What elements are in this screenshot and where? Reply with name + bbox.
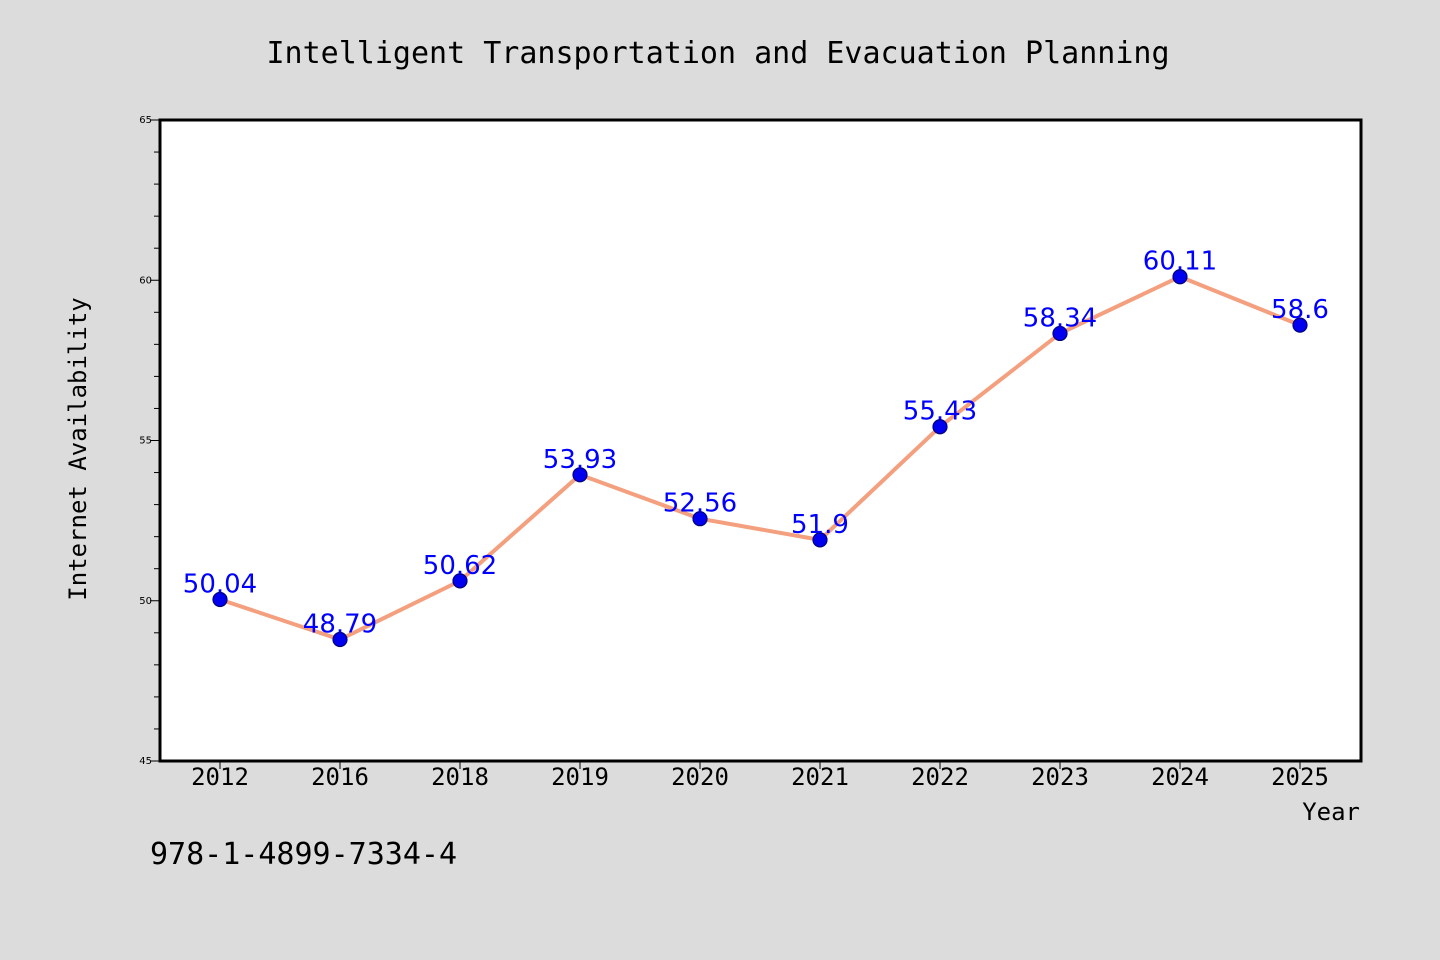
data-label: 48.79 <box>303 610 377 640</box>
data-point <box>1052 325 1068 342</box>
data-label: 53.93 <box>543 445 617 475</box>
x-tick-label: 2022 <box>911 763 969 791</box>
x-tick-label: 2021 <box>791 763 849 791</box>
y-tick-label: 60 <box>139 275 152 286</box>
x-tick-label: 2018 <box>431 763 489 791</box>
data-label: 60.11 <box>1143 247 1217 277</box>
data-point <box>212 591 228 608</box>
x-tick-label: 2019 <box>551 763 609 791</box>
x-tick-label: 2016 <box>311 763 369 791</box>
y-tick-label: 45 <box>139 756 152 767</box>
y-tick-label: 65 <box>139 115 152 126</box>
data-point <box>812 532 828 548</box>
y-axis: 45 50 55 60 65 <box>139 115 160 767</box>
x-tick-label: 2020 <box>671 763 729 791</box>
y-axis-label: Internet Availability <box>64 297 92 600</box>
x-axis-label: Year <box>1302 798 1360 826</box>
y-tick-label: 50 <box>139 596 152 607</box>
data-label: 52.56 <box>663 489 737 519</box>
series-line <box>218 274 1302 642</box>
x-axis: 2012 2016 2018 2019 2020 2021 2022 2023 2024 2025 <box>191 761 1329 791</box>
x-tick-label: 2024 <box>1151 763 1209 791</box>
data-label: 50.04 <box>183 569 257 599</box>
data-label: 50.62 <box>423 551 497 581</box>
data-label: 51.9 <box>791 510 849 540</box>
data-point <box>572 467 588 483</box>
y-tick-label: 55 <box>139 436 152 447</box>
data-point <box>1292 317 1308 333</box>
x-tick-label: 2012 <box>191 763 249 791</box>
x-tick-label: 2025 <box>1271 763 1329 791</box>
data-point <box>452 573 468 589</box>
footer-code: 978-1-4899-7334-4 <box>150 837 457 872</box>
x-tick-label: 2023 <box>1031 763 1089 791</box>
plot-area <box>158 118 1363 763</box>
data-point <box>932 419 948 435</box>
chart-title: Intelligent Transportation and Evacuatio… <box>266 36 1169 71</box>
series-group: 50.04 48.79 50.62 53.93 52.56 51.9 55.43 58.34 6… <box>183 247 1329 648</box>
data-point <box>1172 269 1188 285</box>
data-point <box>332 631 348 648</box>
data-label: 58.6 <box>1271 295 1329 325</box>
data-label: 58.34 <box>1023 303 1097 333</box>
data-label: 55.43 <box>903 397 977 427</box>
data-point <box>692 511 708 527</box>
